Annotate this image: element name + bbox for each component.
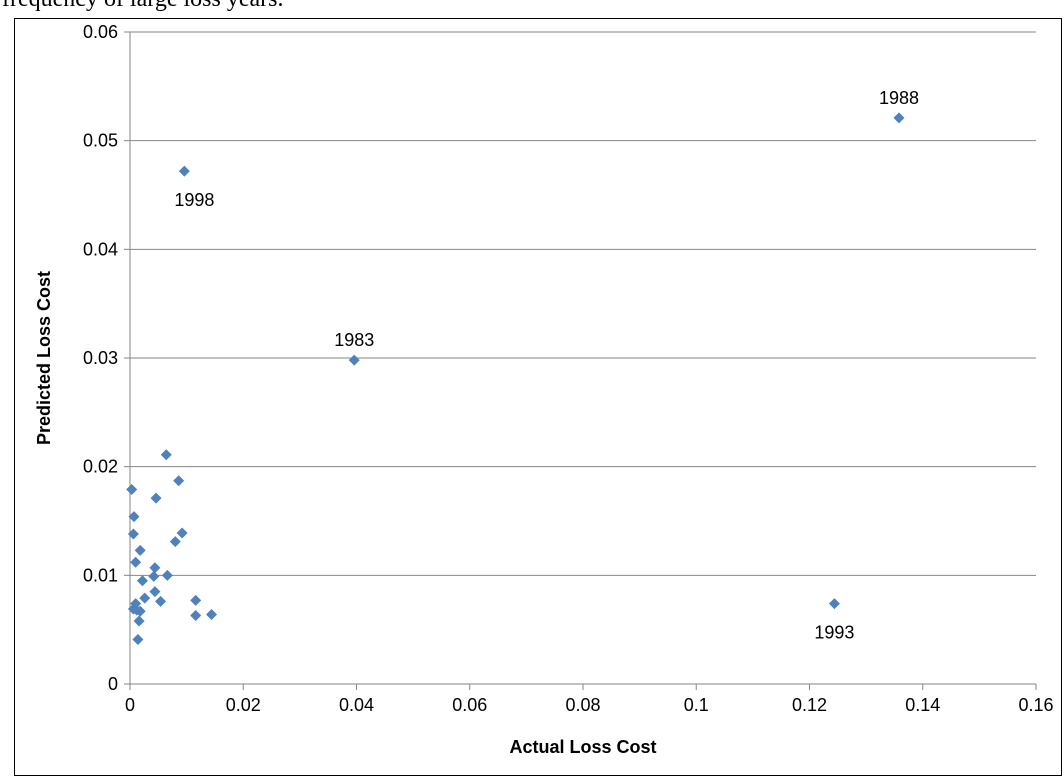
y-tick-label: 0.02 xyxy=(83,457,118,477)
gridlines xyxy=(130,31,1036,576)
chart-frame xyxy=(14,18,1062,776)
data-point xyxy=(148,570,160,582)
data-point xyxy=(149,562,161,574)
y-tick-labels: 0 0.01 0.02 0.03 0.04 0.05 0.06 xyxy=(83,22,118,694)
data-point xyxy=(160,449,172,461)
y-tick-label: 0.05 xyxy=(83,131,118,151)
x-tick-label: 0.1 xyxy=(684,695,709,715)
point-label: 1988 xyxy=(879,88,919,108)
y-tick-label: 0.03 xyxy=(83,348,118,368)
y-tick-label: 0.06 xyxy=(83,22,118,42)
axes xyxy=(124,31,1037,690)
data-point xyxy=(130,556,142,568)
point-annotations: 1988 1998 1983 1993 xyxy=(174,88,919,643)
data-points xyxy=(126,112,905,645)
data-point xyxy=(127,528,139,540)
data-point xyxy=(893,112,905,124)
data-point xyxy=(348,354,360,366)
data-point xyxy=(161,569,173,581)
data-point xyxy=(828,598,840,610)
data-point xyxy=(150,492,162,504)
data-point xyxy=(169,536,181,548)
y-tick-label: 0 xyxy=(108,674,118,694)
data-point xyxy=(132,633,144,645)
x-tick-label: 0.16 xyxy=(1018,695,1053,715)
data-point xyxy=(176,527,188,539)
data-point xyxy=(155,595,167,607)
x-tick-label: 0.04 xyxy=(339,695,374,715)
x-tick-labels: 0 0.02 0.04 0.06 0.08 0.1 0.12 0.14 0.16 xyxy=(125,695,1054,715)
data-point xyxy=(133,615,145,627)
y-tick-label: 0.01 xyxy=(83,565,118,585)
data-point xyxy=(206,608,218,620)
data-point xyxy=(126,483,138,495)
data-point xyxy=(173,475,185,487)
data-point xyxy=(134,605,146,617)
data-point xyxy=(178,165,190,177)
point-label: 1993 xyxy=(814,623,854,643)
x-tick-label: 0.14 xyxy=(905,695,940,715)
data-point xyxy=(190,594,202,606)
data-point xyxy=(149,586,161,598)
x-tick-label: 0 xyxy=(125,695,135,715)
y-tick-label: 0.04 xyxy=(83,239,118,259)
point-label: 1983 xyxy=(334,330,374,350)
x-axis-title: Actual Loss Cost xyxy=(509,737,656,757)
point-label: 1998 xyxy=(174,190,214,210)
data-point xyxy=(134,544,146,556)
header-text: frequency of large loss years. xyxy=(2,0,283,13)
data-point xyxy=(139,592,151,604)
x-tick-label: 0.02 xyxy=(226,695,261,715)
x-tick-label: 0.08 xyxy=(565,695,600,715)
data-point xyxy=(136,575,148,587)
data-point xyxy=(190,610,202,622)
data-point xyxy=(128,511,140,523)
y-axis-title: Predicted Loss Cost xyxy=(34,271,54,445)
x-tick-label: 0.12 xyxy=(792,695,827,715)
x-tick-label: 0.06 xyxy=(452,695,487,715)
